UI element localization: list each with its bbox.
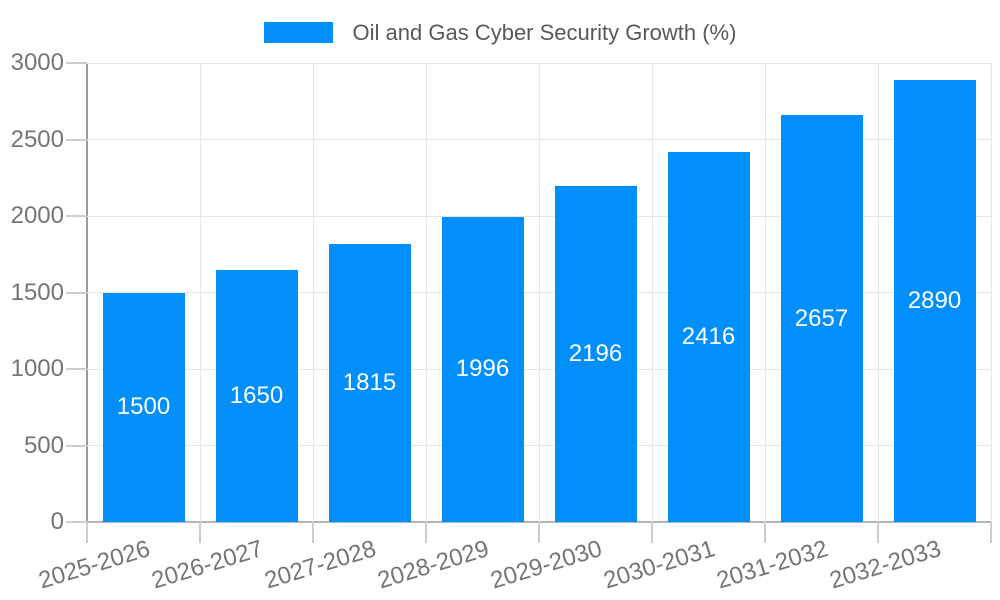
y-axis-tick [66, 521, 87, 523]
plot-area: 1500 1650 1815 1996 2196 2416 2657 2890 [66, 62, 992, 543]
x-axis-tick [651, 522, 653, 543]
y-axis-tick-label: 1500 [10, 278, 64, 306]
x-axis-tick [86, 522, 88, 543]
bar-value-label: 2196 [568, 340, 623, 367]
bar-value-label: 1815 [342, 369, 397, 397]
v-gridline [425, 63, 427, 522]
x-axis-tick [538, 522, 540, 543]
legend-marker-swatch [263, 22, 333, 43]
x-axis-tick [990, 522, 992, 543]
v-gridline [651, 63, 653, 522]
x-axis-category-label: 2032-2033 [826, 535, 944, 595]
x-axis-tick [199, 522, 201, 543]
x-axis-category-label: 2027-2028 [261, 535, 379, 595]
bar-value-label: 1996 [455, 355, 510, 383]
bar-value-label: 2657 [794, 304, 849, 332]
x-axis-tick [312, 522, 314, 543]
bar[interactable]: 2196 [554, 186, 637, 522]
bar[interactable]: 1996 [441, 216, 524, 522]
y-axis-tick-label: 1000 [10, 355, 64, 382]
v-gridline [538, 63, 540, 522]
x-axis-tick [877, 522, 879, 543]
bar[interactable]: 1500 [102, 292, 185, 522]
y-axis-tick [66, 368, 87, 370]
x-axis-tick [764, 522, 766, 543]
x-axis-category-label: 2026-2027 [148, 535, 266, 595]
x-axis-category-label: 2029-2030 [487, 535, 605, 595]
y-axis-tick [66, 444, 87, 447]
x-axis-category-label: 2025-2026 [35, 535, 153, 595]
v-gridline [990, 63, 992, 522]
v-gridline [312, 63, 314, 522]
bar[interactable]: 1650 [215, 269, 298, 522]
legend-series-label: Oil and Gas Cyber Security Growth (%) [352, 20, 737, 45]
v-gridline [764, 63, 766, 522]
y-axis-tick [66, 138, 87, 141]
y-axis-tick-label: 500 [23, 431, 64, 459]
y-axis-tick [66, 62, 87, 64]
bar-value-label: 2416 [681, 323, 736, 351]
y-axis-tick-label: 3000 [10, 49, 64, 76]
x-axis-category-label: 2030-2031 [600, 535, 718, 595]
bar[interactable]: 1815 [328, 244, 411, 522]
y-axis-tick-label: 2000 [10, 202, 64, 229]
bar-value-label: 1650 [229, 381, 284, 409]
v-gridline [199, 63, 201, 522]
y-axis-tick-label: 2500 [10, 125, 64, 153]
x-axis-category-label: 2031-2032 [713, 535, 831, 595]
bar[interactable]: 2657 [780, 115, 863, 522]
y-axis-tick [66, 215, 87, 217]
bar[interactable]: 2890 [893, 79, 976, 522]
v-gridline [877, 63, 879, 522]
bar-value-label: 1500 [116, 393, 171, 421]
x-axis-category-label: 2028-2029 [374, 535, 492, 595]
bar[interactable]: 2416 [667, 152, 750, 522]
bar-value-label: 2890 [907, 286, 962, 314]
y-axis-tick-label: 0 [50, 508, 64, 535]
y-axis-tick [66, 291, 87, 294]
x-axis-tick [425, 522, 427, 543]
legend[interactable]: Oil and Gas Cyber Security Growth (%) [0, 20, 1000, 45]
